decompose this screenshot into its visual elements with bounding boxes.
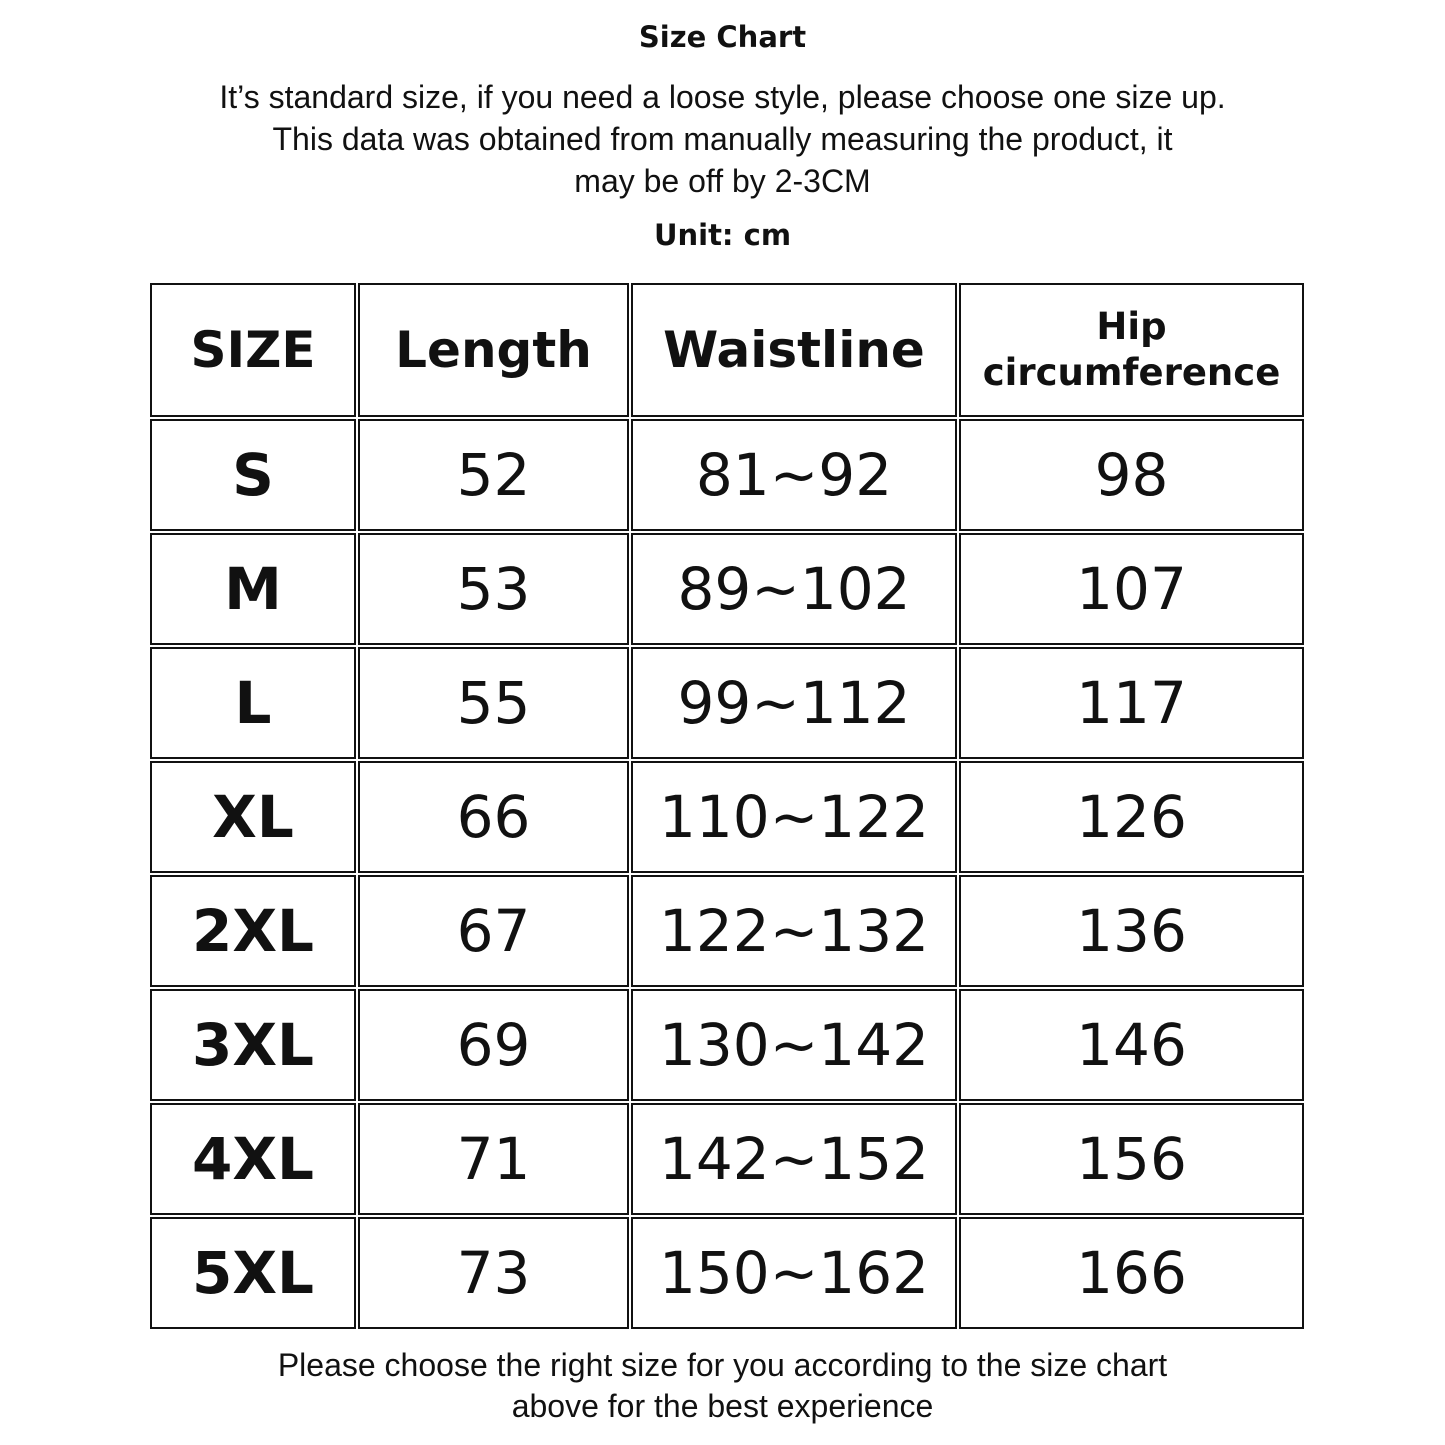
table-row: L 55 99~112 117 <box>150 647 1304 759</box>
table-row: S 52 81~92 98 <box>150 419 1304 531</box>
cell-hip: 107 <box>959 533 1304 645</box>
table-row: 4XL 71 142~152 156 <box>150 1103 1304 1215</box>
cell-hip: 126 <box>959 761 1304 873</box>
table-row: 2XL 67 122~132 136 <box>150 875 1304 987</box>
cell-hip: 166 <box>959 1217 1304 1329</box>
cell-waistline: 122~132 <box>631 875 957 987</box>
header-waistline: Waistline <box>631 283 957 417</box>
cell-hip: 136 <box>959 875 1304 987</box>
cell-waistline: 99~112 <box>631 647 957 759</box>
cell-length: 73 <box>358 1217 629 1329</box>
cell-waistline: 110~122 <box>631 761 957 873</box>
cell-size: 4XL <box>150 1103 356 1215</box>
cell-waistline: 89~102 <box>631 533 957 645</box>
description-line: This data was obtained from manually mea… <box>272 121 1173 157</box>
footer-note: Please choose the right size for you acc… <box>0 1345 1445 1427</box>
footer-line: above for the best experience <box>511 1388 934 1424</box>
cell-size: M <box>150 533 356 645</box>
cell-hip: 146 <box>959 989 1304 1101</box>
description: It’s standard size, if you need a loose … <box>0 76 1445 202</box>
cell-size: 3XL <box>150 989 356 1101</box>
description-line: It’s standard size, if you need a loose … <box>219 79 1226 115</box>
cell-hip: 117 <box>959 647 1304 759</box>
cell-waistline: 142~152 <box>631 1103 957 1215</box>
table-row: M 53 89~102 107 <box>150 533 1304 645</box>
header-size: SIZE <box>150 283 356 417</box>
unit-label: Unit: cm <box>653 218 792 252</box>
cell-hip: 98 <box>959 419 1304 531</box>
cell-size: S <box>150 419 356 531</box>
cell-size: 2XL <box>150 875 356 987</box>
cell-waistline: 81~92 <box>631 419 957 531</box>
footer-line: Please choose the right size for you acc… <box>277 1347 1168 1383</box>
cell-length: 67 <box>358 875 629 987</box>
header-hip: Hip circumference <box>959 283 1304 417</box>
cell-length: 66 <box>358 761 629 873</box>
size-table: SIZE Length Waistline Hip circumference … <box>148 281 1306 1331</box>
cell-size: 5XL <box>150 1217 356 1329</box>
cell-hip: 156 <box>959 1103 1304 1215</box>
header-row: SIZE Length Waistline Hip circumference <box>150 283 1304 417</box>
page-title: Size Chart <box>638 20 807 54</box>
cell-length: 53 <box>358 533 629 645</box>
table-row: 5XL 73 150~162 166 <box>150 1217 1304 1329</box>
cell-length: 71 <box>358 1103 629 1215</box>
cell-waistline: 150~162 <box>631 1217 957 1329</box>
cell-waistline: 130~142 <box>631 989 957 1101</box>
cell-length: 69 <box>358 989 629 1101</box>
cell-length: 52 <box>358 419 629 531</box>
header-length: Length <box>358 283 629 417</box>
cell-size: XL <box>150 761 356 873</box>
description-line: may be off by 2-3CM <box>574 163 871 199</box>
cell-size: L <box>150 647 356 759</box>
cell-length: 55 <box>358 647 629 759</box>
table-row: XL 66 110~122 126 <box>150 761 1304 873</box>
table-row: 3XL 69 130~142 146 <box>150 989 1304 1101</box>
